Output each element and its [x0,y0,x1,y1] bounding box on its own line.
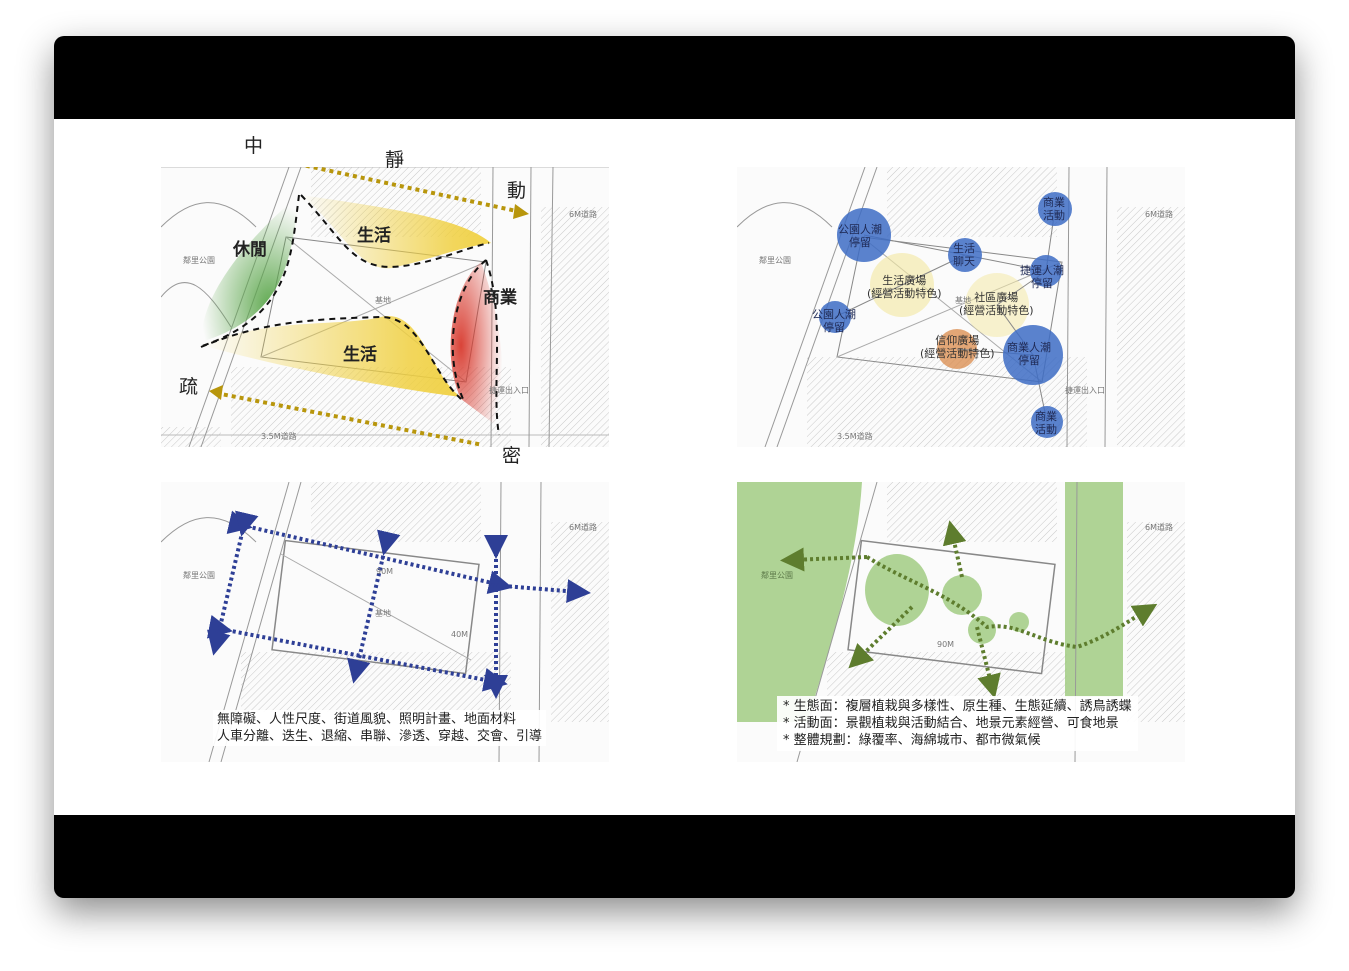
bubble-commerce-crowd [1003,325,1063,385]
zone-label-life-bottom: 生活 [343,345,377,365]
bubble-transit-crowd [1030,255,1062,287]
map-label-metro-exit-2: 捷運出入口 [1065,386,1105,395]
commerce-zone [450,262,503,429]
bubble-commerce-activity-bottom [1031,406,1063,438]
axis-label-dense: 密 [502,445,522,467]
bubble-park-crowd-top [837,208,891,262]
map-label-park-3: 鄰里公園 [183,571,215,580]
map-label-road-6m-3: 6M道路 [569,523,597,532]
presentation-window: 休閒 生活 生活 商業 鄰里公園 基地 6M道路 3.5M道路 捷運出入口 中 … [54,36,1295,898]
map-label-site-2: 基地 [955,296,971,305]
map-label-site-3: 基地 [375,609,391,618]
circulation-note-line-2: 人車分離、迭生、退縮、串聯、滲透、穿越、交會、引導 [217,729,543,744]
map-label-road-6m-2: 6M道路 [1145,210,1173,219]
bubble-commerce-activity-top [1038,192,1072,226]
label-transit-crowd: 捷運人潮 停留 [1020,264,1064,290]
label-life-plaza: 生活廣場 (經營活動特色) [867,274,942,300]
life-zone-bottom [201,316,461,397]
circulation-notes: 無障礙、人性尺度、街道風貌、照明計畫、地面材料 人車分離、迭生、退縮、串聯、滲透… [213,710,547,746]
map-label-road-6m-4: 6M道路 [1145,523,1173,532]
axis-label-active: 動 [507,180,527,202]
label-park-crowd-top: 公園人潮 停留 [838,223,882,249]
label-commerce-crowd: 商業人潮 停留 [1007,341,1051,367]
map-label-park-2: 鄰里公園 [759,256,791,265]
zone-label-commerce: 商業 [483,288,517,308]
map-label-metro-exit: 捷運出入口 [489,386,529,395]
ecology-notes: * 生態面：複層植栽與多樣性、原生種、生態延續、誘鳥誘蝶 * 活動面：景觀植栽與… [777,696,1138,751]
map-label-park: 鄰里公園 [183,256,215,265]
greenway-strip [1065,482,1123,697]
axis-label-quiet: 靜 [385,149,405,171]
base-map-2 [737,167,1185,447]
ecology-note-line-1: * 生態面：複層植栽與多樣性、原生種、生態延續、誘鳥誘蝶 [783,699,1132,714]
zoning-diagram: 休閒 生活 生活 商業 鄰里公園 基地 6M道路 3.5M道路 捷運出入口 [161,167,609,447]
base-map-3 [161,482,609,762]
map-label-road-35m: 3.5M道路 [261,432,297,441]
circulation-note-line-1: 無障礙、人性尺度、街道風貌、照明計畫、地面材料 [217,712,517,727]
leisure-zone [201,195,299,342]
label-commerce-activity-top: 商業 活動 [1043,196,1065,222]
zone-label-life-top: 生活 [357,226,391,246]
axis-label-sparse: 疏 [179,376,199,398]
slide: 休閒 生活 生活 商業 鄰里公園 基地 6M道路 3.5M道路 捷運出入口 中 … [54,119,1295,815]
activity-diagram: 公園人潮 停留 生活 聊天 商業 活動 捷運人潮 停留 公園人潮 停留 商業人潮… [737,167,1185,447]
label-faith-plaza: 信仰廣場 (經營活動特色) [920,334,995,360]
arrow-quiet-active [302,167,522,214]
ecology-note-line-3: * 整體規劃：綠覆率、海綿城市、都市微氣候 [783,733,1041,748]
label-life-chat: 生活 聊天 [953,242,975,268]
map-label-width-90m: 90M [376,567,394,576]
bubble-park-crowd-left [819,301,851,333]
ecology-note-line-2: * 活動面：景觀植栽與活動結合、地景元素經營、可食地景 [783,716,1119,731]
ecology-diagram: 鄰里公園 6M道路 90M * 生態面：複層植栽與多樣性、原生種、生態延續、誘鳥… [737,482,1185,762]
arrow-sparse-dense [215,391,484,447]
map-label-width-90m-4: 90M [937,640,955,649]
zone-label-leisure: 休閒 [233,240,267,260]
label-park-crowd-left: 公園人潮 停留 [812,308,856,334]
map-label-width-40m: 40M [451,630,469,639]
map-label-road-35m-2: 3.5M道路 [837,432,873,441]
map-label-road-6m: 6M道路 [569,210,597,219]
map-label-site: 基地 [375,296,391,305]
axis-label-center: 中 [244,135,264,157]
base-map-1 [161,167,609,447]
map-label-park-4: 鄰里公園 [761,571,793,580]
label-community-plaza: 社區廣場 (經營活動特色) [959,291,1034,317]
bubble-life-chat [948,238,982,272]
label-commerce-activity-bottom: 商業 活動 [1035,410,1057,436]
park-green-area [737,482,862,722]
circulation-diagram: 鄰里公園 基地 6M道路 90M 40M 無障礙、人性尺度、街道風貌、照明計畫、… [161,482,609,762]
base-map-4 [737,482,1185,762]
life-zone-top [301,195,491,269]
